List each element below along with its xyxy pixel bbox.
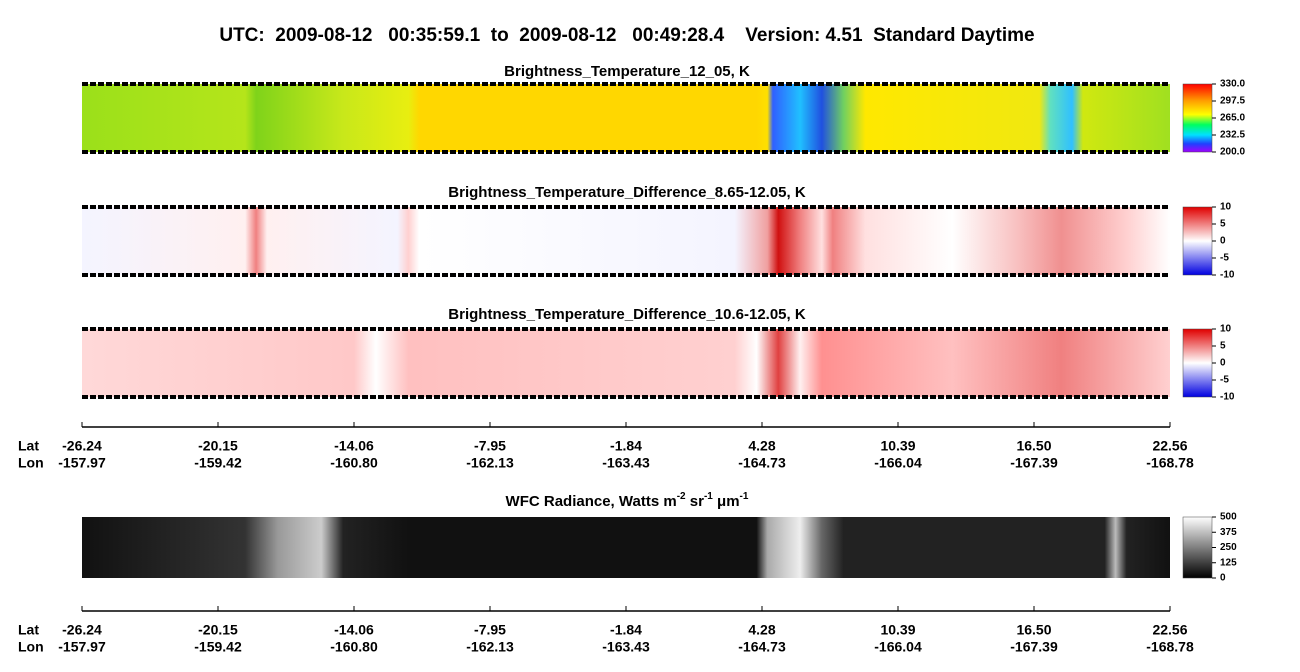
lat-tick-label: -20.15 xyxy=(198,438,238,454)
lat-tick-label: 22.56 xyxy=(1152,438,1187,454)
colorbar-tick-label: 297.5 xyxy=(1220,96,1245,107)
lon-tick-label: -166.04 xyxy=(874,639,922,655)
colorbar-tick-label: 232.5 xyxy=(1220,130,1245,141)
title-part: -1 xyxy=(740,491,749,502)
lon-tick-label: -157.97 xyxy=(58,639,106,655)
colorbar xyxy=(1182,83,1213,153)
lon-tick-label: -163.43 xyxy=(602,455,650,471)
heatmap-image xyxy=(82,207,1170,275)
colorbar-tick-label: 10 xyxy=(1220,202,1232,213)
lon-tick-label: -159.42 xyxy=(194,455,242,471)
lat-tick-label: 22.56 xyxy=(1152,622,1187,638)
panel-title: Brightness_Temperature_12_05, K xyxy=(504,63,750,80)
lat-tick-label: 10.39 xyxy=(880,622,915,638)
lon-tick-label: -160.80 xyxy=(330,639,378,655)
lon-tick-label: -162.13 xyxy=(466,639,514,655)
lat-tick-label: 4.28 xyxy=(748,438,775,454)
lat-label: Lat xyxy=(18,622,39,638)
lat-tick-label: -14.06 xyxy=(334,622,374,638)
panel-title: Brightness_Temperature_Difference_8.65-1… xyxy=(448,184,806,201)
lon-tick-label: -162.13 xyxy=(466,455,514,471)
lon-tick-label: -168.78 xyxy=(1146,455,1194,471)
lon-tick-label: -157.97 xyxy=(58,455,106,471)
lon-tick-label: -167.39 xyxy=(1010,639,1058,655)
heatmap-image xyxy=(82,84,1170,152)
colorbar-tick-label: -5 xyxy=(1220,375,1229,386)
lat-tick-label: -1.84 xyxy=(610,622,642,638)
colorbar-tick-label: 375 xyxy=(1220,527,1237,538)
lon-tick-label: -167.39 xyxy=(1010,455,1058,471)
lat-tick-label: -1.84 xyxy=(610,438,642,454)
lat-tick-label: 4.28 xyxy=(748,622,775,638)
lat-tick-label: 16.50 xyxy=(1016,438,1051,454)
lon-tick-label: -164.73 xyxy=(738,639,786,655)
lat-tick-label: -14.06 xyxy=(334,438,374,454)
colorbar-tick-label: 125 xyxy=(1220,557,1237,568)
lat-tick-label: -7.95 xyxy=(474,622,506,638)
panel-title: Brightness_Temperature_Difference_10.6-1… xyxy=(448,306,806,323)
page-title: UTC: 2009-08-12 00:35:59.1 to 2009-08-12… xyxy=(219,25,1034,46)
lat-tick-label: 10.39 xyxy=(880,438,915,454)
lon-tick-label: -160.80 xyxy=(330,455,378,471)
colorbar-tick-label: 250 xyxy=(1220,542,1237,553)
lon-tick-label: -163.43 xyxy=(602,639,650,655)
lon-tick-label: -166.04 xyxy=(874,455,922,471)
colorbar-tick-label: 5 xyxy=(1220,219,1226,230)
lon-tick-label: -159.42 xyxy=(194,639,242,655)
colorbar-tick-label: 330.0 xyxy=(1220,79,1245,90)
colorbar-tick-label: -5 xyxy=(1220,253,1229,264)
colorbar-tick-label: 5 xyxy=(1220,341,1226,352)
colorbar-tick-label: 200.0 xyxy=(1220,147,1245,158)
title-part: WFC Radiance, Watts m xyxy=(506,493,677,510)
panel-title: WFC Radiance, Watts m-2 sr-1 μm-1 xyxy=(506,491,749,510)
lat-label: Lat xyxy=(18,438,39,454)
title-part: μm xyxy=(713,493,740,510)
lat-tick-label: -7.95 xyxy=(474,438,506,454)
colorbar xyxy=(1182,516,1213,579)
lon-tick-label: -164.73 xyxy=(738,455,786,471)
colorbar xyxy=(1182,328,1213,398)
colorbar-tick-label: -10 xyxy=(1220,392,1235,403)
title-part: sr xyxy=(686,493,705,510)
colorbar-tick-label: 265.0 xyxy=(1220,113,1245,124)
title-part: -1 xyxy=(704,491,713,502)
heatmap-image xyxy=(82,329,1170,397)
title-part: -2 xyxy=(677,491,686,502)
lat-tick-label: -26.24 xyxy=(62,438,102,454)
colorbar-tick-label: 0 xyxy=(1220,358,1226,369)
lon-label: Lon xyxy=(18,639,44,655)
colorbar-tick-label: -10 xyxy=(1220,270,1235,281)
lat-tick-label: -26.24 xyxy=(62,622,102,638)
heatmap-image xyxy=(82,517,1170,578)
lon-label: Lon xyxy=(18,455,44,471)
lat-tick-label: -20.15 xyxy=(198,622,238,638)
colorbar-tick-label: 0 xyxy=(1220,573,1226,584)
colorbar-tick-label: 10 xyxy=(1220,324,1232,335)
lon-tick-label: -168.78 xyxy=(1146,639,1194,655)
colorbar-tick-label: 500 xyxy=(1220,512,1237,523)
colorbar-tick-label: 0 xyxy=(1220,236,1226,247)
colorbar xyxy=(1182,206,1213,276)
lat-tick-label: 16.50 xyxy=(1016,622,1051,638)
